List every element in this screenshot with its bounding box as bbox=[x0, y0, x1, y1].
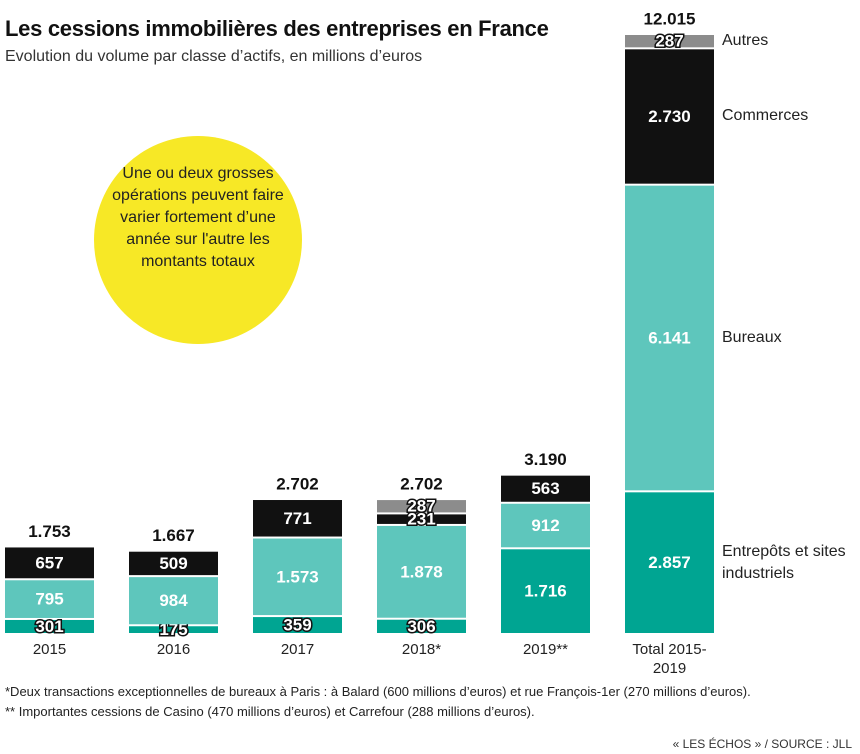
total-label: 3.190 bbox=[524, 450, 567, 469]
annotation-bubble bbox=[94, 136, 302, 344]
value-label: 287 bbox=[655, 32, 683, 51]
value-label: 1.716 bbox=[524, 582, 567, 601]
bar-segment bbox=[377, 619, 466, 633]
bar-segment bbox=[5, 619, 94, 633]
value-label: 912 bbox=[531, 516, 559, 535]
bar-segment bbox=[625, 35, 714, 48]
chart-subtitle: Evolution du volume par classe d’actifs,… bbox=[5, 48, 423, 65]
value-label: 287 bbox=[407, 497, 435, 516]
bar-segment bbox=[377, 525, 466, 618]
source: « LES ÉCHOS » / SOURCE : JLL bbox=[672, 737, 852, 751]
bar-segment bbox=[377, 500, 466, 513]
bar-segment bbox=[625, 49, 714, 184]
bar-segment bbox=[377, 514, 466, 524]
legend-label: Commerces bbox=[722, 107, 809, 125]
value-label: 1.573 bbox=[276, 567, 319, 586]
chart-title: Les cessions immobilières des entreprise… bbox=[5, 16, 549, 41]
bar-segment bbox=[253, 538, 342, 616]
total-label: 2.702 bbox=[400, 475, 443, 494]
footnote: ** Importantes cessions de Casino (470 m… bbox=[5, 704, 535, 719]
bar-segment bbox=[129, 577, 218, 625]
legend-label: Bureaux bbox=[722, 328, 782, 346]
total-label: 2.702 bbox=[276, 475, 319, 494]
value-label: 984 bbox=[159, 591, 188, 610]
bar-segment bbox=[129, 551, 218, 576]
bar-segment bbox=[129, 626, 218, 633]
value-label: 1.878 bbox=[400, 562, 443, 581]
bar-segment bbox=[625, 492, 714, 633]
bar-segment bbox=[625, 185, 714, 491]
value-label: 6.141 bbox=[648, 328, 691, 347]
value-label: 563 bbox=[531, 479, 559, 498]
value-label: 509 bbox=[159, 554, 187, 573]
x-tick-label: 2018* bbox=[401, 641, 442, 658]
bar-segment bbox=[501, 475, 590, 502]
value-label: 301 bbox=[35, 617, 63, 636]
value-label: 657 bbox=[35, 553, 63, 572]
bar-segment bbox=[501, 549, 590, 633]
x-tick-label: 2019** bbox=[522, 641, 569, 658]
bar-segment bbox=[253, 617, 342, 633]
annotation: Une ou deux grosses opérations peuvent f… bbox=[112, 165, 284, 270]
value-label: 306 bbox=[407, 617, 435, 636]
legend-label: Autres bbox=[722, 32, 769, 50]
x-tick-label: 2015 bbox=[32, 641, 67, 658]
value-label: 795 bbox=[35, 590, 63, 609]
x-tick-label: 2016 bbox=[156, 641, 191, 658]
footnote: *Deux transactions exceptionnelles de bu… bbox=[5, 684, 751, 699]
total-label: 1.667 bbox=[152, 526, 195, 545]
bar-segment bbox=[5, 580, 94, 618]
bar-segment bbox=[253, 500, 342, 537]
bar-segment bbox=[5, 547, 94, 579]
x-tick-label: Total 2015-2019 bbox=[632, 641, 707, 677]
value-label: 2.730 bbox=[648, 107, 691, 126]
legend-label: Entrepôts et sites industriels bbox=[722, 542, 846, 582]
value-label: 231 bbox=[407, 510, 435, 529]
value-label: 359 bbox=[283, 616, 311, 635]
value-label: 2.857 bbox=[648, 553, 691, 572]
total-label: 12.015 bbox=[644, 9, 696, 28]
total-label: 1.753 bbox=[28, 522, 71, 541]
bar-segment bbox=[501, 503, 590, 548]
value-label: 771 bbox=[283, 509, 311, 528]
x-tick-label: 2017 bbox=[280, 641, 315, 658]
